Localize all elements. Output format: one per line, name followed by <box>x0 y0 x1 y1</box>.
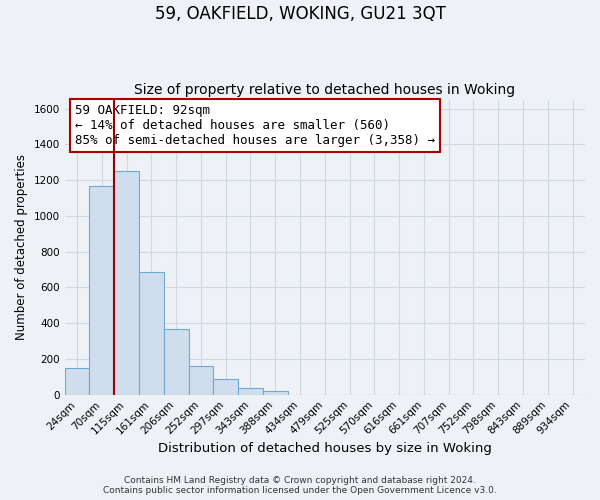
Text: 59, OAKFIELD, WOKING, GU21 3QT: 59, OAKFIELD, WOKING, GU21 3QT <box>155 5 445 23</box>
Y-axis label: Number of detached properties: Number of detached properties <box>15 154 28 340</box>
Bar <box>139 272 164 394</box>
Bar <box>238 388 263 394</box>
Text: Contains HM Land Registry data © Crown copyright and database right 2024.
Contai: Contains HM Land Registry data © Crown c… <box>103 476 497 495</box>
Bar <box>65 368 89 394</box>
Bar <box>164 328 188 394</box>
Text: 59 OAKFIELD: 92sqm
← 14% of detached houses are smaller (560)
85% of semi-detach: 59 OAKFIELD: 92sqm ← 14% of detached hou… <box>75 104 435 147</box>
X-axis label: Distribution of detached houses by size in Woking: Distribution of detached houses by size … <box>158 442 492 455</box>
Bar <box>188 366 214 394</box>
Title: Size of property relative to detached houses in Woking: Size of property relative to detached ho… <box>134 83 515 97</box>
Bar <box>263 391 287 394</box>
Bar <box>114 171 139 394</box>
Bar <box>214 378 238 394</box>
Bar <box>89 186 114 394</box>
